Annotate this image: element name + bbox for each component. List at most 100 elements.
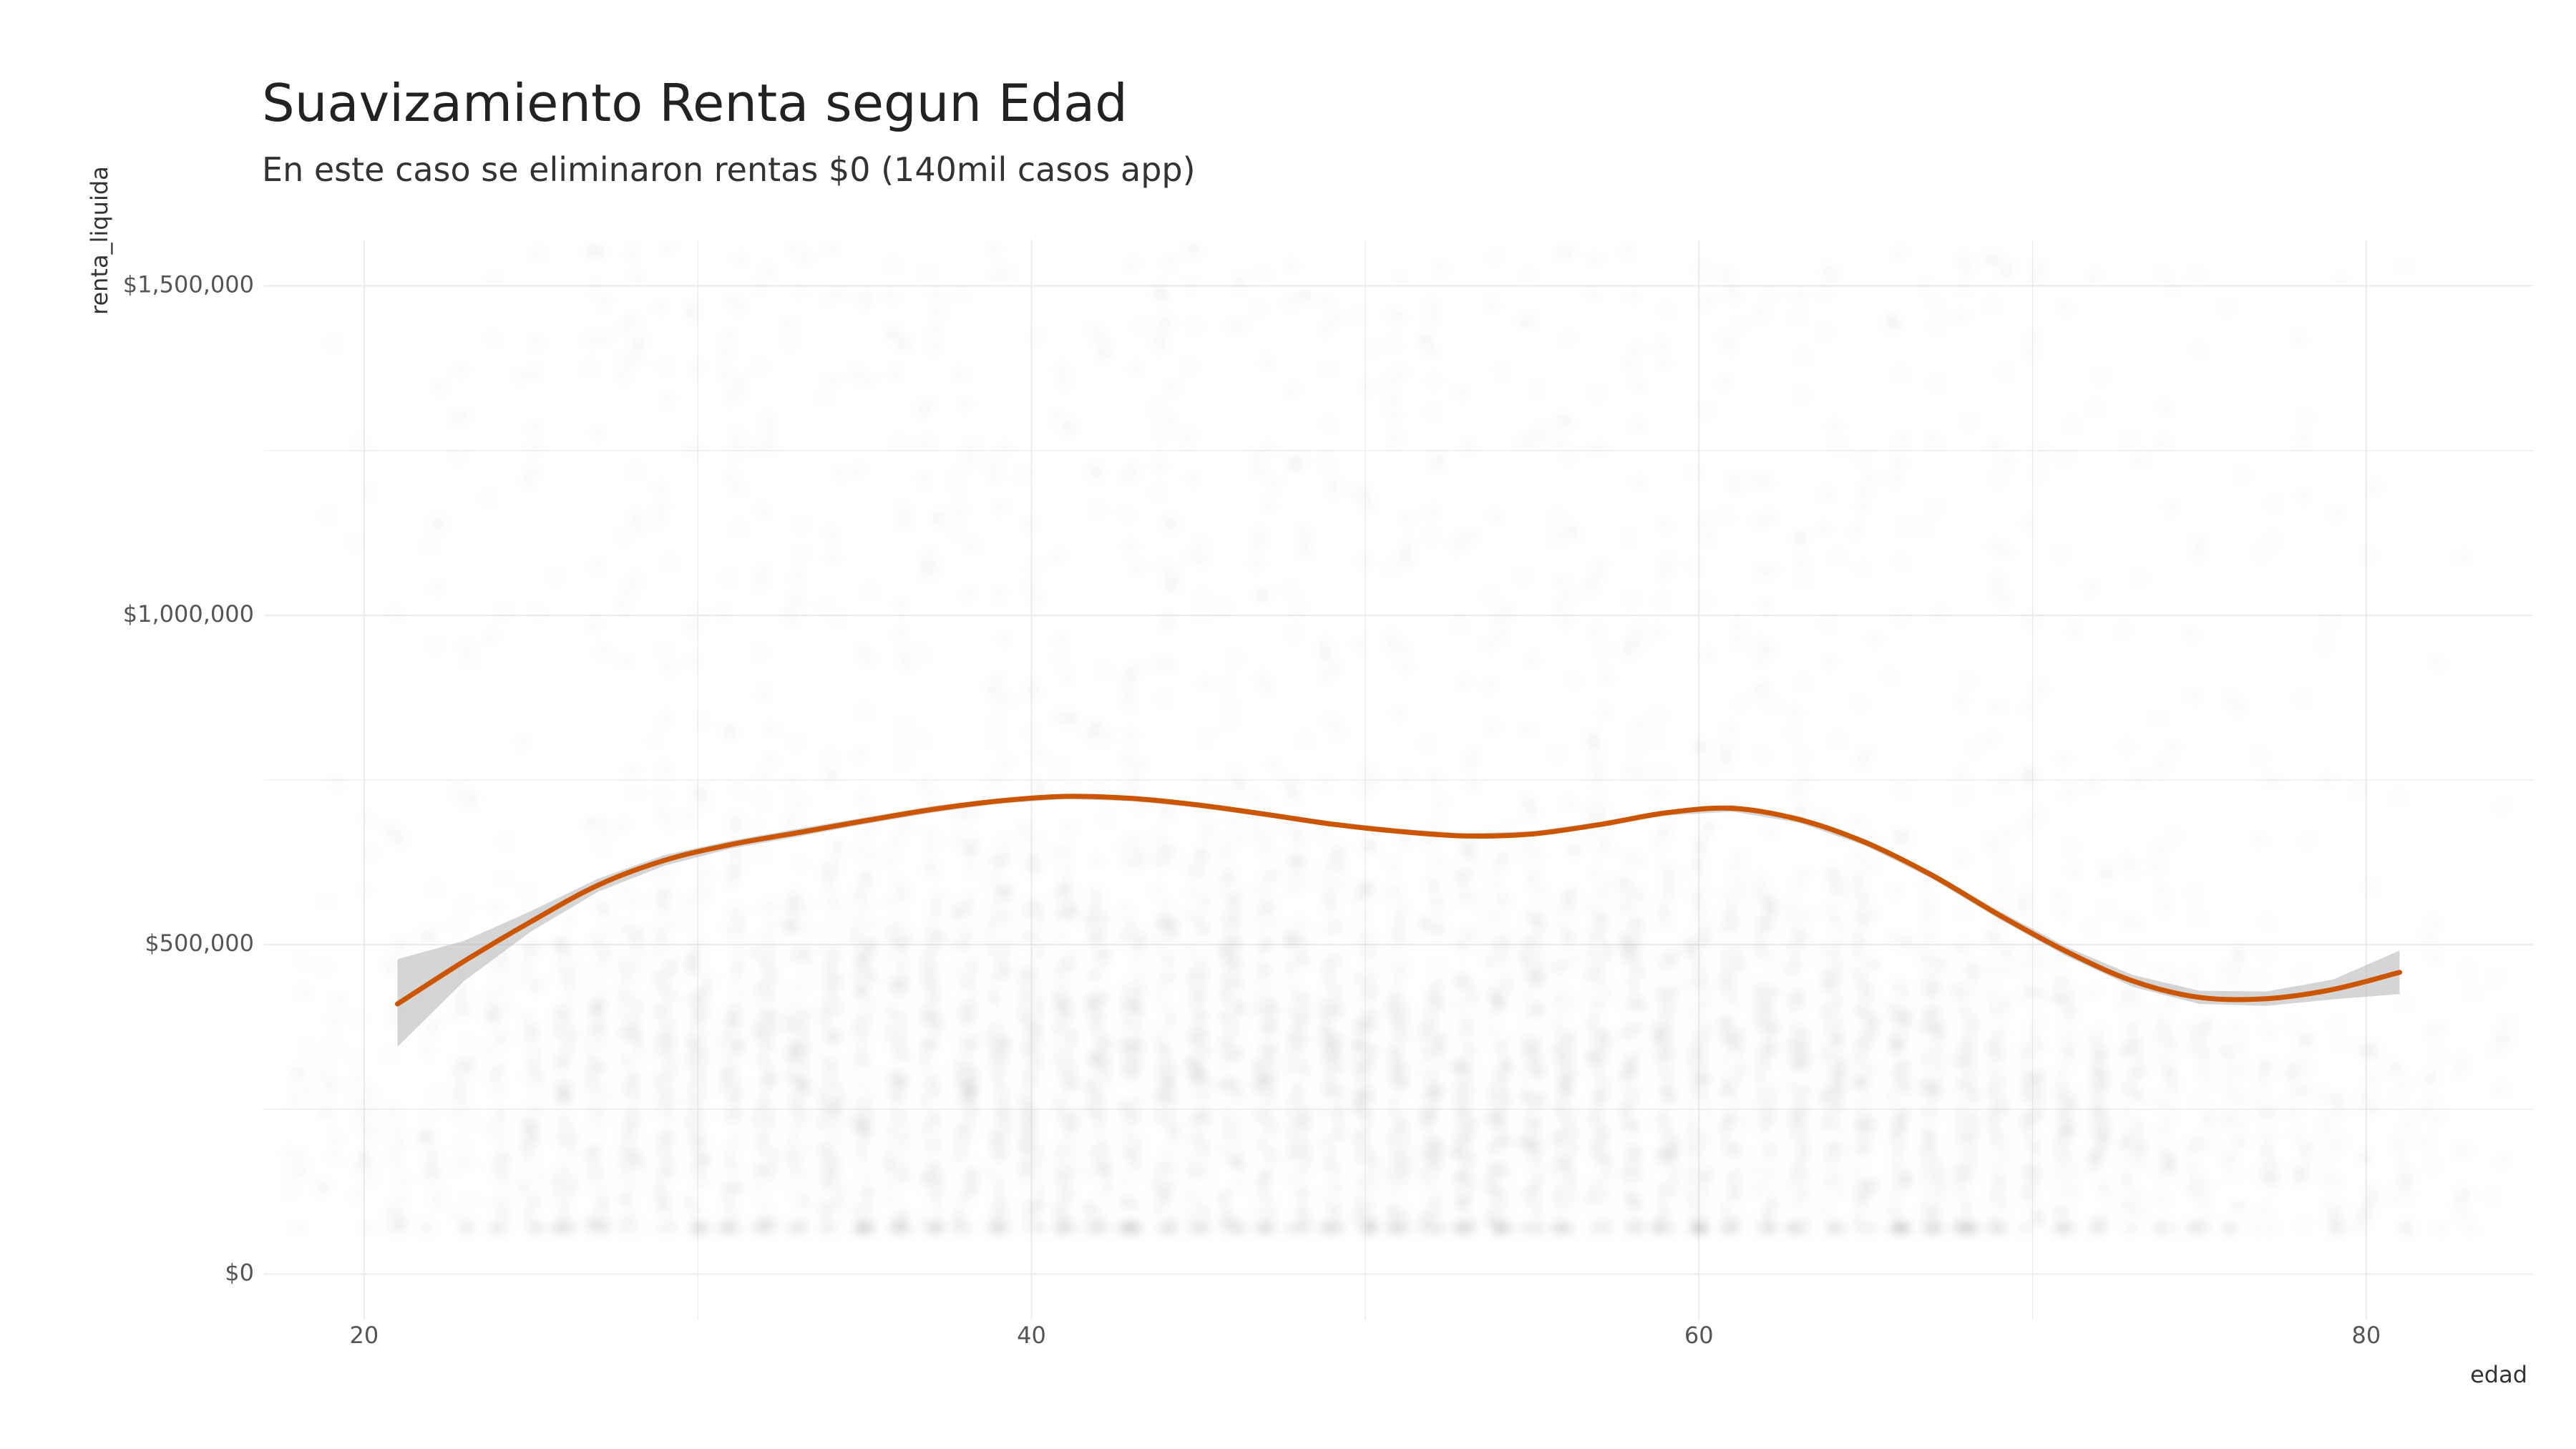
scatter-point	[1015, 1112, 1030, 1127]
scatter-point	[1830, 550, 1845, 565]
scatter-point	[1358, 487, 1373, 502]
scatter-point	[629, 352, 643, 367]
scatter-point	[997, 942, 1012, 957]
scatter-point	[2033, 955, 2048, 970]
scatter-point	[949, 467, 964, 482]
scatter-point	[1350, 1136, 1364, 1151]
scatter-point	[1722, 989, 1737, 1003]
scatter-point	[718, 346, 733, 361]
scatter-point	[1082, 912, 1097, 927]
scatter-point	[481, 491, 496, 506]
scatter-point	[864, 849, 879, 864]
scatter-point	[1720, 1116, 1735, 1131]
scatter-point	[1366, 776, 1381, 791]
scatter-point	[763, 939, 777, 954]
scatter-point	[633, 333, 648, 348]
scatter-point	[1585, 286, 1600, 301]
scatter-point	[657, 935, 672, 950]
scatter-point	[626, 1178, 641, 1193]
scatter-point	[1120, 1038, 1135, 1053]
scatter-point	[1316, 1103, 1331, 1118]
scatter-point	[1234, 1177, 1248, 1191]
scatter-point	[1695, 1058, 1710, 1073]
scatter-point	[958, 1009, 973, 1024]
scatter-point	[955, 287, 970, 302]
scatter-point	[718, 1049, 733, 1064]
scatter-point	[1624, 592, 1639, 607]
scatter-point	[1126, 462, 1141, 477]
scatter-point	[1186, 318, 1201, 333]
scatter-point	[1765, 698, 1780, 713]
scatter-point	[1654, 1148, 1669, 1163]
scatter-point	[761, 1116, 776, 1131]
scatter-point	[1727, 288, 1742, 303]
scatter-point	[821, 1100, 836, 1115]
scatter-point	[659, 1127, 674, 1142]
scatter-point	[1123, 540, 1138, 555]
scatter-point	[1888, 1127, 1903, 1142]
scatter-point	[1485, 1023, 1500, 1038]
scatter-point	[1332, 1005, 1347, 1020]
scatter-point	[523, 1024, 538, 1039]
scatter-point	[1550, 1068, 1565, 1083]
scatter-point	[615, 1006, 630, 1021]
scatter-point	[487, 273, 502, 288]
scatter-point	[654, 499, 669, 514]
scatter-point	[1118, 672, 1133, 687]
scatter-point	[649, 1183, 664, 1198]
scatter-point	[1822, 655, 1837, 670]
scatter-point	[2084, 1033, 2099, 1048]
scatter-point	[1450, 1055, 1465, 1070]
scatter-point	[625, 1103, 639, 1118]
scatter-point	[615, 954, 630, 969]
scatter-point	[1254, 1138, 1269, 1153]
scatter-point	[1030, 329, 1045, 344]
scatter-point	[1420, 737, 1435, 752]
scatter-point	[1390, 912, 1405, 927]
scatter-point	[882, 1153, 897, 1169]
scatter-point	[1893, 1108, 1908, 1123]
scatter-point	[915, 1211, 930, 1226]
scatter-point	[1852, 696, 1867, 711]
scatter-point	[761, 424, 776, 439]
scatter-point	[1425, 504, 1440, 519]
scatter-point	[1697, 594, 1712, 609]
scatter-point	[794, 517, 809, 532]
scatter-point	[2057, 450, 2072, 465]
scatter-point	[432, 380, 447, 395]
scatter-point	[884, 324, 899, 339]
scatter-point	[424, 1162, 439, 1177]
scatter-point	[2133, 1122, 2148, 1137]
scatter-point	[1563, 902, 1578, 917]
scatter-point	[2051, 889, 2067, 904]
scatter-point	[1830, 733, 1845, 748]
scatter-point	[821, 1176, 836, 1191]
scatter-point	[2153, 1168, 2168, 1183]
scatter-point	[1350, 1036, 1365, 1051]
scatter-point	[582, 361, 597, 376]
scatter-point	[2055, 1184, 2070, 1199]
scatter-point	[821, 1198, 836, 1213]
scatter-point	[799, 1221, 814, 1236]
scatter-point	[2031, 260, 2046, 275]
scatter-point	[1632, 1168, 1647, 1183]
scatter-point	[419, 1044, 434, 1059]
scatter-point	[590, 1142, 605, 1157]
scatter-point	[950, 806, 965, 821]
scatter-point	[1284, 258, 1299, 273]
scatter-point	[1052, 759, 1067, 774]
scatter-point	[1732, 941, 1747, 956]
scatter-point	[1588, 1146, 1603, 1161]
scatter-point	[1531, 1179, 1546, 1193]
scatter-point	[1124, 1017, 1139, 1031]
scatter-point	[822, 749, 837, 764]
scatter-point	[1718, 943, 1732, 958]
scatter-point	[322, 1080, 337, 1096]
scatter-point	[616, 530, 631, 545]
scatter-point	[1128, 361, 1143, 376]
scatter-point	[1188, 991, 1202, 1006]
scatter-point	[1150, 332, 1165, 347]
scatter-point	[1631, 993, 1646, 1008]
scatter-point	[1186, 471, 1201, 486]
scatter-point	[1292, 1221, 1307, 1236]
